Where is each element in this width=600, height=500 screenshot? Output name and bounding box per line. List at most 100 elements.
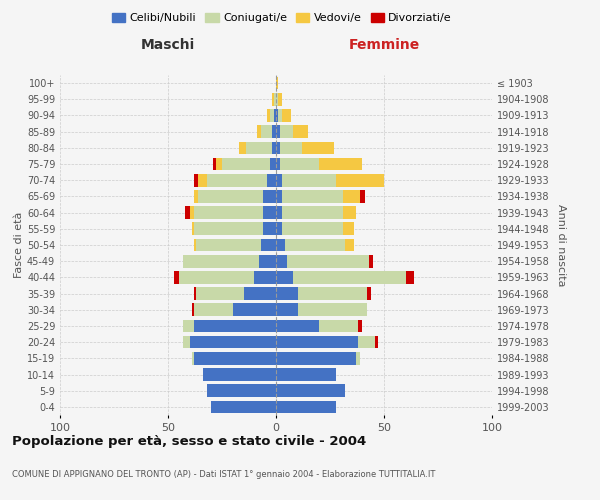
Bar [261, 126, 272, 138]
Bar [278, 93, 283, 106]
Bar [194, 288, 196, 300]
Bar [183, 320, 194, 332]
Bar [356, 352, 360, 364]
Bar [211, 400, 276, 413]
Bar [337, 174, 384, 186]
Bar [263, 206, 276, 219]
Bar [244, 288, 276, 300]
Bar [276, 190, 283, 202]
Text: COMUNE DI APPIGNANO DEL TRONTO (AP) - Dati ISTAT 1° gennaio 2004 - Elaborazione : COMUNE DI APPIGNANO DEL TRONTO (AP) - Da… [12, 470, 436, 479]
Bar [192, 352, 194, 364]
Bar [194, 206, 263, 219]
Bar [280, 158, 319, 170]
Bar [284, 238, 345, 252]
Bar [222, 158, 269, 170]
Bar [272, 93, 274, 106]
Bar [272, 142, 276, 154]
Bar [276, 158, 280, 170]
Bar [343, 190, 360, 202]
Bar [283, 174, 337, 186]
Bar [293, 271, 406, 283]
Bar [283, 190, 343, 202]
Bar [367, 288, 371, 300]
Bar [183, 336, 190, 348]
Bar [185, 206, 190, 219]
Bar [194, 174, 198, 186]
Bar [276, 368, 337, 381]
Bar [343, 222, 354, 235]
Text: Femmine: Femmine [349, 38, 419, 52]
Bar [194, 190, 198, 202]
Bar [287, 255, 369, 268]
Bar [269, 158, 276, 170]
Bar [179, 271, 254, 283]
Bar [268, 174, 276, 186]
Bar [358, 320, 362, 332]
Bar [319, 158, 362, 170]
Bar [192, 222, 194, 235]
Bar [298, 304, 367, 316]
Bar [203, 368, 276, 381]
Bar [194, 222, 263, 235]
Bar [276, 142, 280, 154]
Bar [276, 384, 345, 397]
Bar [283, 109, 291, 122]
Bar [276, 238, 284, 252]
Bar [276, 304, 298, 316]
Bar [276, 206, 283, 219]
Bar [278, 109, 283, 122]
Bar [283, 222, 343, 235]
Bar [276, 174, 283, 186]
Bar [194, 304, 233, 316]
Bar [319, 320, 358, 332]
Bar [358, 336, 376, 348]
Bar [343, 206, 356, 219]
Bar [207, 384, 276, 397]
Bar [198, 174, 207, 186]
Bar [194, 320, 276, 332]
Text: Popolazione per età, sesso e stato civile - 2004: Popolazione per età, sesso e stato civil… [12, 435, 366, 448]
Bar [376, 336, 377, 348]
Bar [268, 109, 269, 122]
Bar [214, 158, 215, 170]
Bar [276, 255, 287, 268]
Bar [293, 126, 308, 138]
Text: Maschi: Maschi [141, 38, 195, 52]
Bar [215, 158, 222, 170]
Bar [274, 109, 276, 122]
Bar [183, 255, 259, 268]
Bar [246, 142, 272, 154]
Bar [406, 271, 414, 283]
Bar [194, 238, 196, 252]
Bar [233, 304, 276, 316]
Y-axis label: Fasce di età: Fasce di età [14, 212, 24, 278]
Bar [276, 352, 356, 364]
Bar [298, 288, 367, 300]
Bar [261, 238, 276, 252]
Bar [276, 271, 293, 283]
Bar [263, 190, 276, 202]
Bar [276, 288, 298, 300]
Bar [276, 77, 278, 90]
Bar [276, 109, 278, 122]
Bar [283, 206, 343, 219]
Bar [276, 400, 337, 413]
Bar [196, 288, 244, 300]
Bar [276, 336, 358, 348]
Bar [239, 142, 246, 154]
Legend: Celibi/Nubili, Coniugati/e, Vedovi/e, Divorziati/e: Celibi/Nubili, Coniugati/e, Vedovi/e, Di… [107, 8, 457, 28]
Bar [190, 336, 276, 348]
Bar [263, 222, 276, 235]
Bar [272, 126, 276, 138]
Bar [302, 142, 334, 154]
Bar [175, 271, 179, 283]
Bar [194, 352, 276, 364]
Y-axis label: Anni di nascita: Anni di nascita [556, 204, 566, 286]
Bar [360, 190, 365, 202]
Bar [276, 126, 280, 138]
Bar [276, 93, 278, 106]
Bar [257, 126, 261, 138]
Bar [345, 238, 354, 252]
Bar [207, 174, 268, 186]
Bar [274, 93, 276, 106]
